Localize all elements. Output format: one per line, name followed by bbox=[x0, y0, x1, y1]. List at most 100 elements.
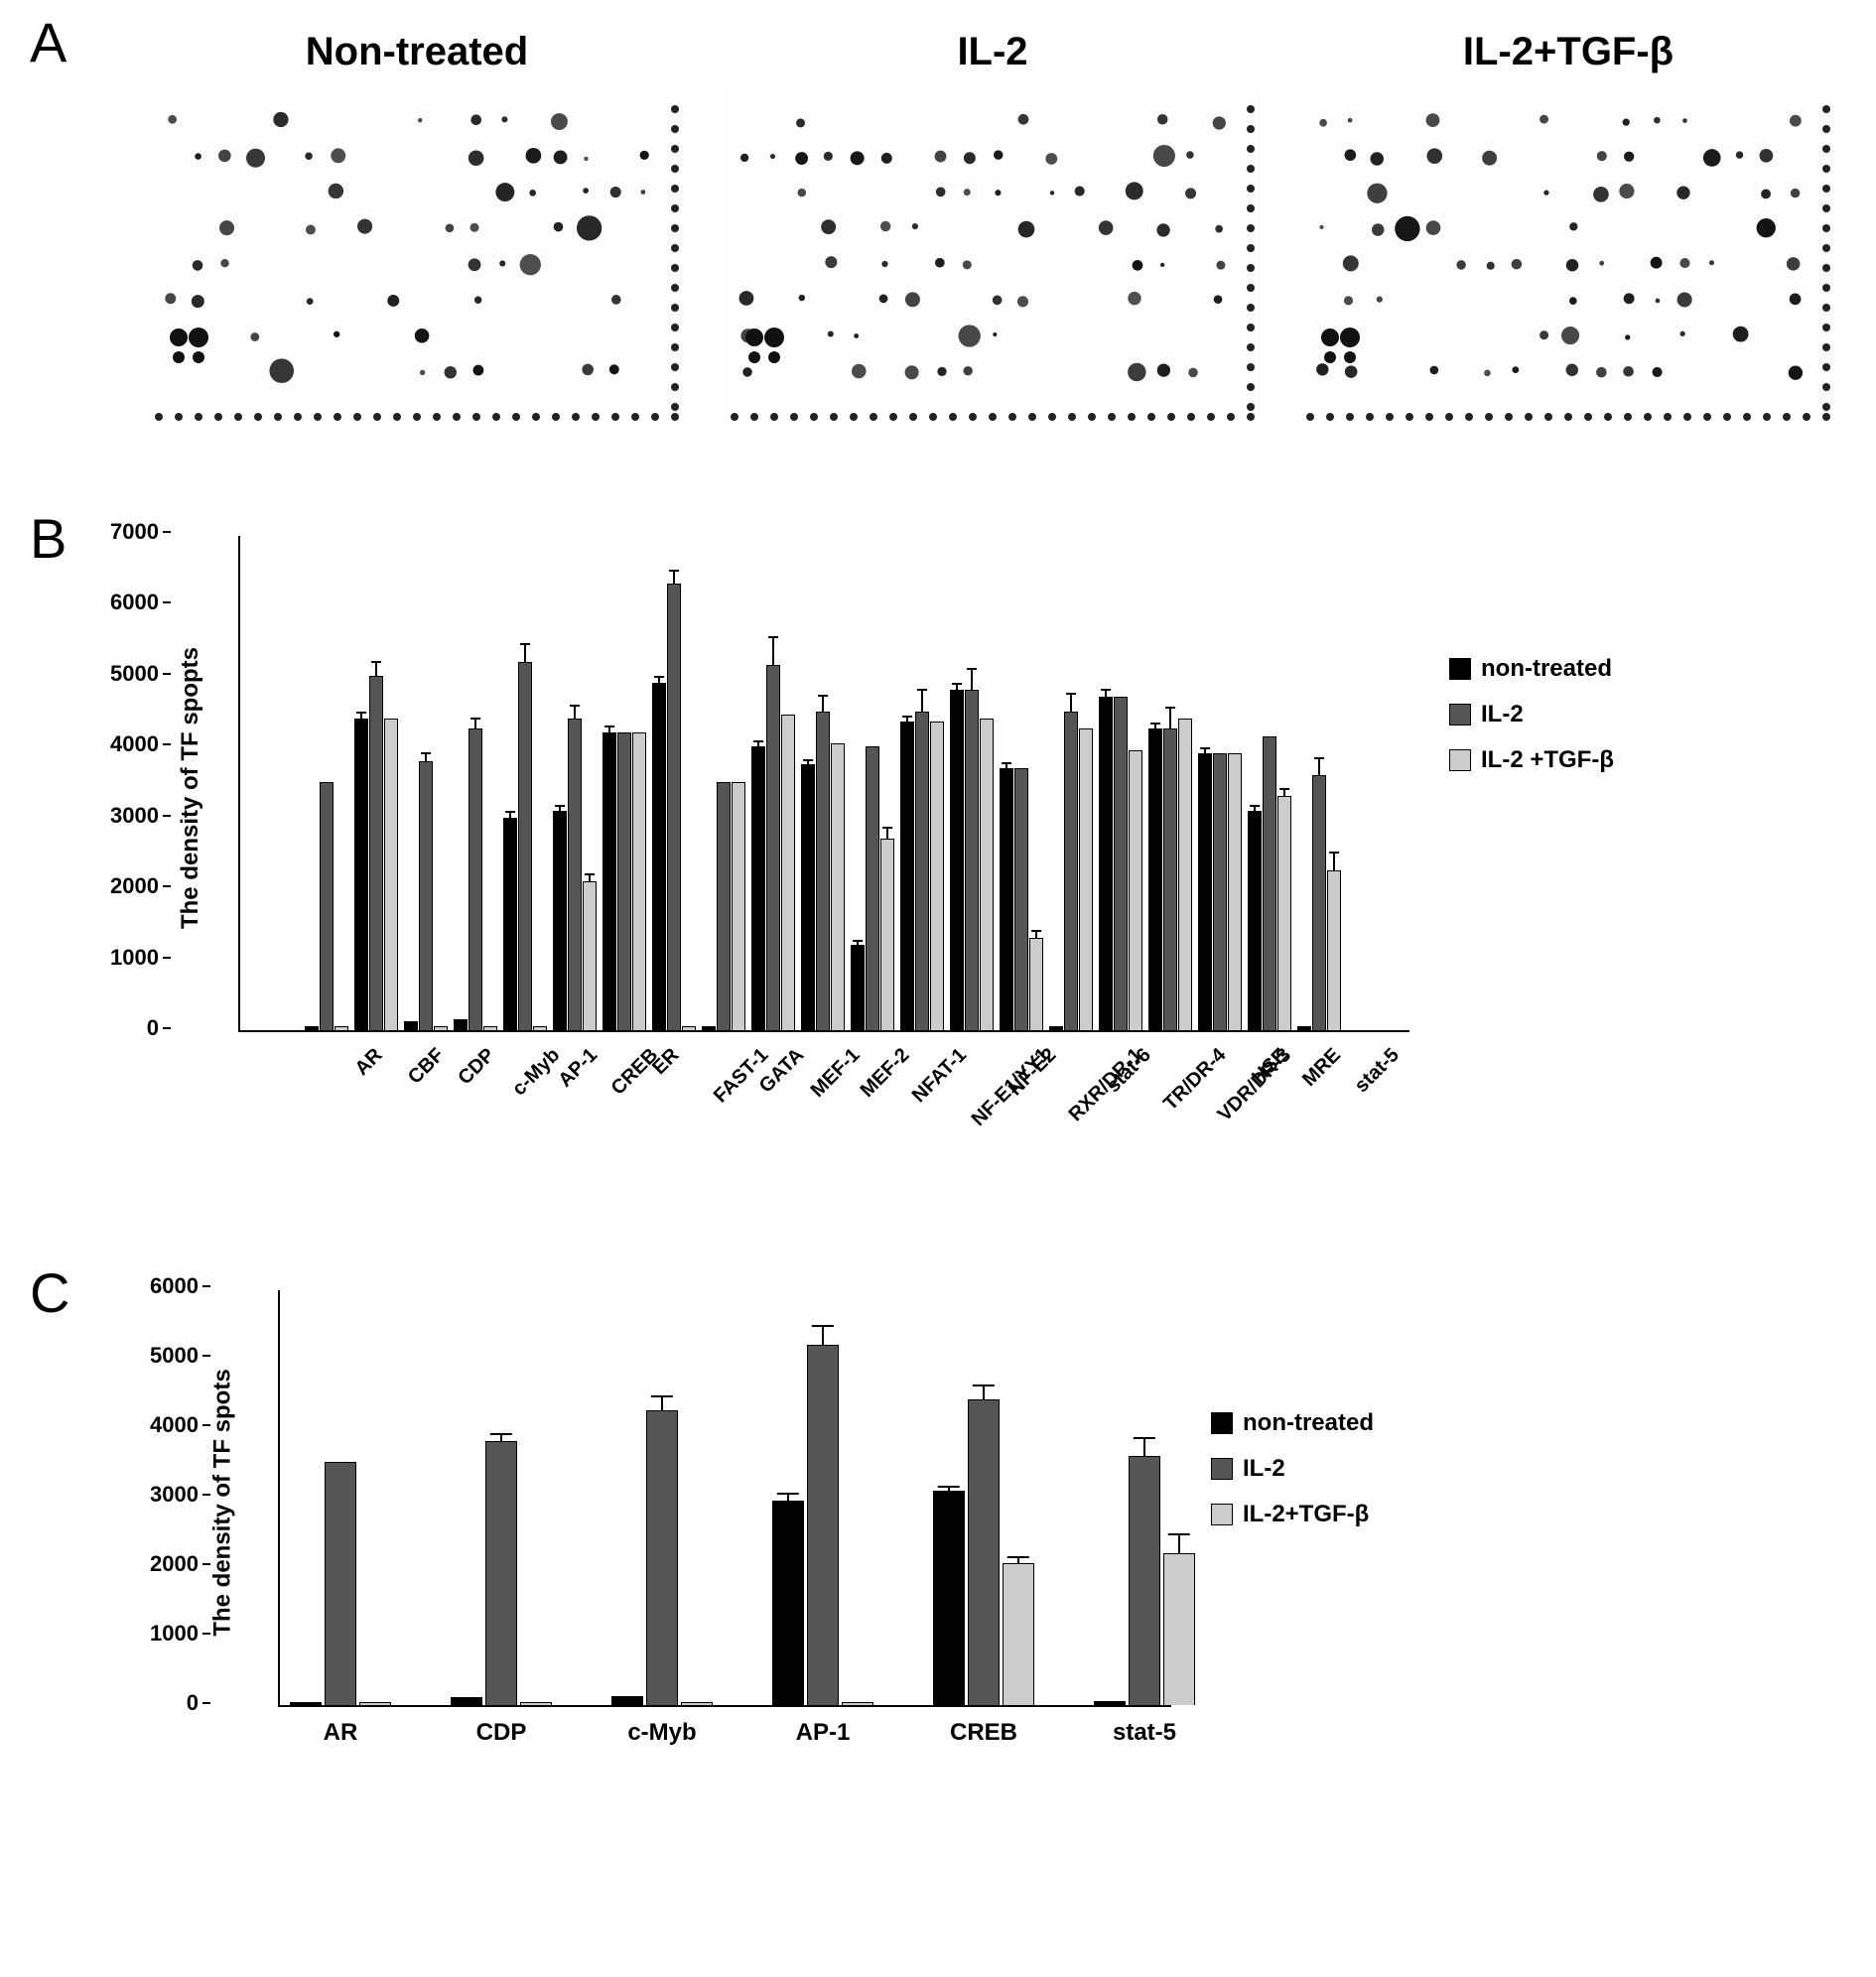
legend-text: non-treated bbox=[1243, 1409, 1374, 1437]
bar bbox=[583, 881, 597, 1030]
bar bbox=[503, 818, 517, 1030]
bar bbox=[611, 1696, 643, 1705]
bar bbox=[781, 715, 795, 1030]
bar bbox=[682, 1026, 696, 1030]
bar bbox=[965, 690, 979, 1030]
bar bbox=[451, 1697, 482, 1705]
bar bbox=[603, 732, 616, 1030]
legend-item: IL-2 bbox=[1449, 701, 1614, 728]
blot-nontreated: Non-treated bbox=[149, 30, 685, 427]
bar bbox=[842, 1702, 873, 1706]
bar bbox=[1297, 1026, 1311, 1030]
blot-title-il2: IL-2 bbox=[725, 30, 1261, 74]
legend-text: IL-2 bbox=[1243, 1455, 1285, 1483]
bar bbox=[1163, 1553, 1195, 1705]
bar bbox=[404, 1021, 418, 1030]
bar bbox=[290, 1702, 322, 1706]
panel-c: C The density of TF spots 01000200030004… bbox=[20, 1280, 1856, 1876]
bar bbox=[568, 719, 582, 1030]
bar bbox=[717, 782, 731, 1030]
bar bbox=[751, 746, 765, 1030]
bar bbox=[816, 712, 830, 1030]
bar bbox=[520, 1702, 552, 1706]
bar bbox=[930, 722, 944, 1030]
legend-text: IL-2 +TGF-β bbox=[1481, 746, 1614, 774]
x-axis-label: CDP bbox=[454, 1044, 499, 1090]
bar bbox=[646, 1410, 678, 1706]
x-axis-label: NFAT-1 bbox=[908, 1044, 972, 1108]
bar bbox=[1148, 728, 1162, 1030]
bar bbox=[1327, 870, 1341, 1030]
panel-b: B The density of TF spopts 0100020003000… bbox=[20, 526, 1856, 1241]
legend-swatch bbox=[1449, 749, 1471, 771]
legend-swatch bbox=[1449, 704, 1471, 725]
bar bbox=[950, 690, 964, 1030]
bar bbox=[454, 1019, 468, 1030]
x-axis-label: c-Myb bbox=[592, 1719, 733, 1747]
bar bbox=[1114, 697, 1128, 1030]
bar bbox=[483, 1026, 497, 1030]
blot-row: Non-treated IL-2 IL-2+TGF-β bbox=[20, 20, 1856, 427]
blot-il2tgf: IL-2+TGF-β bbox=[1300, 30, 1836, 427]
bar bbox=[1129, 1456, 1160, 1705]
bar bbox=[980, 719, 994, 1030]
legend-item: IL-2+TGF-β bbox=[1211, 1501, 1374, 1528]
bar bbox=[1277, 796, 1291, 1030]
bar bbox=[1094, 1701, 1126, 1705]
bar bbox=[831, 743, 845, 1030]
panel-a-label: A bbox=[30, 10, 67, 74]
bar bbox=[320, 782, 334, 1030]
figure: A Non-treated IL-2 IL-2+TGF-β B The dens… bbox=[20, 20, 1856, 1876]
bar bbox=[533, 1026, 547, 1030]
x-axis-label: CREB bbox=[607, 1044, 663, 1100]
bar bbox=[354, 719, 368, 1030]
x-axis-label: MRE bbox=[1298, 1044, 1346, 1092]
x-axis-label: MEF-1 bbox=[807, 1044, 866, 1103]
bar bbox=[732, 782, 745, 1030]
bar bbox=[384, 719, 398, 1030]
chart-b-plot: 01000200030004000500060007000ARCBFCDPc-M… bbox=[238, 536, 1409, 1032]
chart-c-plot: 0100020003000400050006000ARCDPc-MybAP-1C… bbox=[278, 1290, 1171, 1707]
legend-swatch bbox=[1211, 1412, 1233, 1434]
bar bbox=[1029, 938, 1043, 1030]
chart-c-ylabel: The density of TF spots bbox=[209, 1369, 237, 1636]
blot-title-il2tgf: IL-2+TGF-β bbox=[1300, 30, 1836, 74]
chart-b-legend: non-treatedIL-2IL-2 +TGF-β bbox=[1449, 655, 1614, 792]
bar bbox=[1129, 750, 1142, 1030]
bar bbox=[617, 732, 631, 1030]
bar bbox=[933, 1491, 965, 1705]
bar bbox=[1228, 753, 1242, 1030]
bar bbox=[667, 584, 681, 1030]
bar bbox=[1014, 768, 1028, 1030]
bar bbox=[359, 1702, 391, 1705]
x-axis-label: AP-1 bbox=[554, 1044, 602, 1092]
blot-svg-nt bbox=[149, 89, 685, 427]
legend-item: non-treated bbox=[1211, 1409, 1374, 1437]
bar bbox=[915, 712, 929, 1030]
chart-c-area: The density of TF spots 0100020003000400… bbox=[278, 1290, 1171, 1707]
bar bbox=[632, 732, 646, 1030]
bar bbox=[1163, 728, 1177, 1030]
bar bbox=[419, 761, 433, 1030]
bar bbox=[1248, 811, 1262, 1030]
bar bbox=[1213, 753, 1227, 1030]
panel-c-label: C bbox=[30, 1260, 69, 1325]
legend-text: IL-2+TGF-β bbox=[1243, 1501, 1369, 1528]
blot-svg-il2 bbox=[725, 89, 1261, 427]
bar bbox=[1312, 775, 1326, 1030]
x-axis-label: stat-5 bbox=[1074, 1719, 1215, 1747]
bar bbox=[851, 945, 865, 1030]
chart-c-legend: non-treated IL-2 IL-2+TGF-β bbox=[1211, 1409, 1374, 1546]
x-axis-label: CBF bbox=[404, 1044, 449, 1089]
bar bbox=[335, 1026, 348, 1030]
bar bbox=[772, 1501, 804, 1706]
x-axis-label: CREB bbox=[913, 1719, 1054, 1747]
chart-b-ylabel: The density of TF spopts bbox=[177, 647, 204, 929]
legend-item: IL-2 bbox=[1211, 1455, 1374, 1483]
bar bbox=[369, 676, 383, 1030]
bar bbox=[1064, 712, 1078, 1030]
panel-b-label: B bbox=[30, 506, 67, 571]
x-axis-label: AR bbox=[270, 1719, 411, 1747]
bar bbox=[880, 839, 894, 1030]
bar bbox=[434, 1026, 448, 1030]
